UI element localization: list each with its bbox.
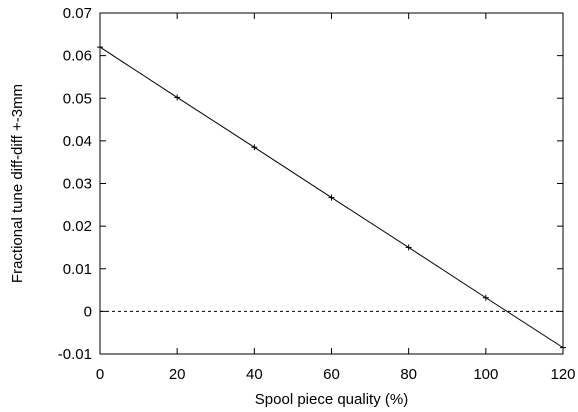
y-tick-label: 0.04 [63, 133, 92, 150]
y-tick-label: 0.07 [63, 5, 92, 22]
y-axis-title: Fractional tune diff-diff +-3mm [9, 84, 26, 283]
data-point-marker [97, 44, 103, 51]
y-tick-label: 0.01 [63, 261, 92, 278]
x-axis-title: Spool piece quality (%) [255, 391, 408, 408]
data-point-marker [405, 244, 412, 251]
x-tick-label: 120 [550, 366, 575, 383]
data-point-marker [328, 194, 335, 201]
data-point-marker [174, 94, 181, 101]
ticks-layer [99, 12, 564, 355]
y-tick-label: 0.05 [63, 90, 92, 107]
x-tick-label: 80 [400, 366, 417, 383]
y-tick-label: 0 [84, 303, 92, 320]
x-tick-label: 100 [473, 366, 498, 383]
x-tick-label: 0 [96, 366, 104, 383]
x-tick-label: 60 [323, 366, 340, 383]
data-point-marker [251, 144, 258, 151]
y-tick-label: 0.06 [63, 48, 92, 65]
x-tick-label: 20 [169, 366, 186, 383]
tick-labels: 0 20 40 60 80 100 120-0.0100.010.020.030.040.0… [58, 5, 576, 383]
y-tick-label: -0.01 [58, 346, 92, 363]
series-layer [97, 44, 566, 351]
data-point-marker [482, 294, 489, 301]
y-tick-label: 0.03 [63, 176, 92, 193]
y-tick-label: 0.02 [63, 218, 92, 235]
x-tick-label: 40 [246, 366, 263, 383]
